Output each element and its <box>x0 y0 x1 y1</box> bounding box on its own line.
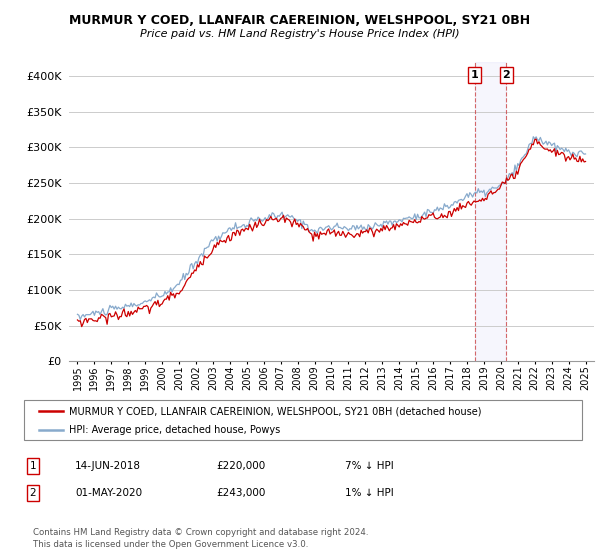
Text: 2: 2 <box>29 488 37 498</box>
Text: 1% ↓ HPI: 1% ↓ HPI <box>345 488 394 498</box>
Text: 1: 1 <box>471 70 478 80</box>
Text: MURMUR Y COED, LLANFAIR CAEREINION, WELSHPOOL, SY21 0BH: MURMUR Y COED, LLANFAIR CAEREINION, WELS… <box>70 14 530 27</box>
Text: 2: 2 <box>503 70 511 80</box>
Bar <box>475 62 506 361</box>
Text: Price paid vs. HM Land Registry's House Price Index (HPI): Price paid vs. HM Land Registry's House … <box>140 29 460 39</box>
Text: 14-JUN-2018: 14-JUN-2018 <box>75 461 141 471</box>
Text: £220,000: £220,000 <box>216 461 265 471</box>
Text: 01-MAY-2020: 01-MAY-2020 <box>75 488 142 498</box>
Text: £243,000: £243,000 <box>216 488 265 498</box>
Text: Contains HM Land Registry data © Crown copyright and database right 2024.: Contains HM Land Registry data © Crown c… <box>33 528 368 536</box>
Text: HPI: Average price, detached house, Powys: HPI: Average price, detached house, Powy… <box>69 425 280 435</box>
Text: 1: 1 <box>29 461 37 471</box>
Text: MURMUR Y COED, LLANFAIR CAEREINION, WELSHPOOL, SY21 0BH (detached house): MURMUR Y COED, LLANFAIR CAEREINION, WELS… <box>69 407 482 417</box>
Text: This data is licensed under the Open Government Licence v3.0.: This data is licensed under the Open Gov… <box>33 540 308 549</box>
Text: 7% ↓ HPI: 7% ↓ HPI <box>345 461 394 471</box>
